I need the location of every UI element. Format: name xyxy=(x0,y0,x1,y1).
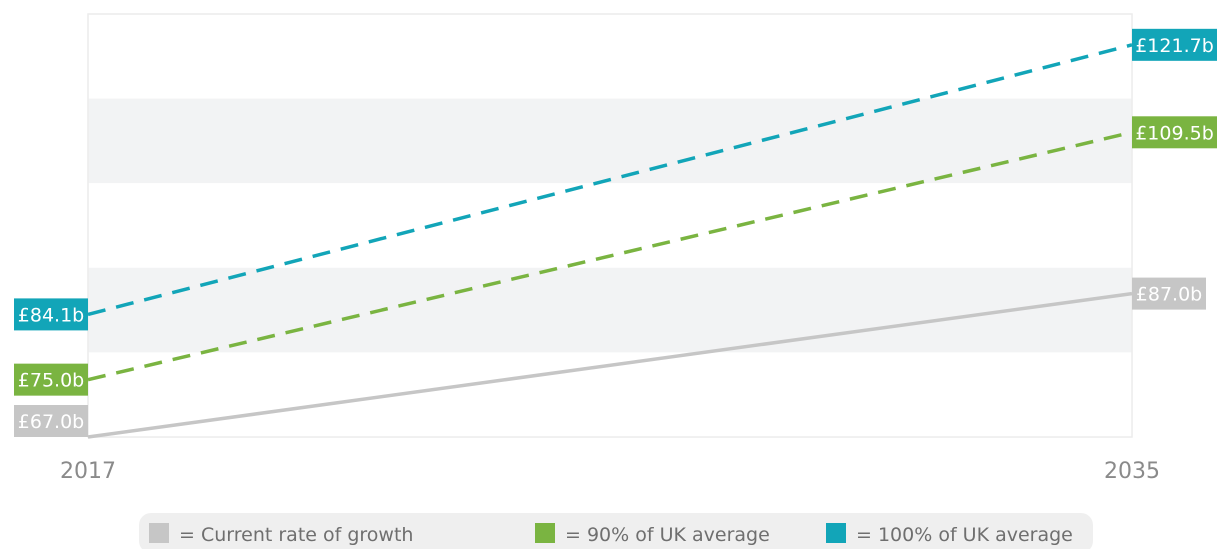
x-axis-ticks: 2017 2035 xyxy=(60,459,1160,484)
grid-band xyxy=(88,183,1132,268)
value-label-bg xyxy=(14,363,88,396)
plot-border xyxy=(87,13,1133,438)
legend-label: = 100% of UK average xyxy=(856,524,1073,546)
legend-swatch xyxy=(826,523,846,543)
value-label: £84.1b xyxy=(18,304,84,326)
grid-band xyxy=(88,267,1132,353)
value-label: £121.7b xyxy=(1135,35,1214,57)
series-lines xyxy=(87,43,1133,439)
value-label-bg xyxy=(1132,277,1206,310)
grid-band xyxy=(88,14,1132,99)
series-line-3 xyxy=(87,43,1133,317)
value-label: £109.5b xyxy=(1135,122,1214,144)
series-line-1 xyxy=(87,291,1133,439)
legend-label: = 90% of UK average xyxy=(565,524,770,546)
series-line-2 xyxy=(87,130,1133,382)
x-tick-label: 2035 xyxy=(1104,459,1160,484)
value-label-bg xyxy=(14,405,88,437)
value-label-bg xyxy=(1132,116,1217,149)
value-label-bg xyxy=(1132,28,1217,61)
legend-box xyxy=(139,513,1093,549)
legend-swatch xyxy=(149,523,169,543)
legend-swatch xyxy=(535,523,555,543)
x-tick-label: 2017 xyxy=(60,459,116,484)
value-labels: £67.0b £87.0b £75.0b £109.5b £84.1b £121.7b xyxy=(14,28,1217,437)
value-label: £75.0b xyxy=(18,370,84,392)
value-label: £87.0b xyxy=(1136,284,1202,306)
value-label: £67.0b xyxy=(18,411,84,433)
value-label-bg xyxy=(14,298,88,331)
legend-label: = Current rate of growth xyxy=(179,524,413,546)
grid-bands xyxy=(88,14,1132,437)
legend: = Current rate of growth = 90% of UK aver… xyxy=(139,513,1093,549)
grid-band xyxy=(88,98,1132,184)
